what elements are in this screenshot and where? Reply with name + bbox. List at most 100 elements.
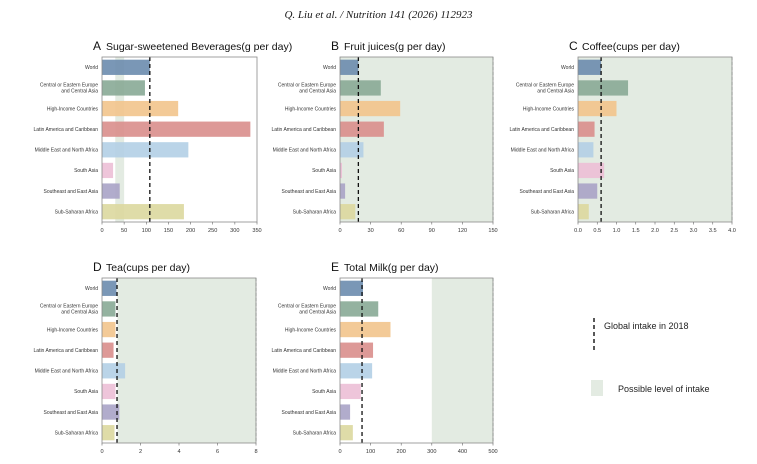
x-tick-label: 300 <box>230 228 239 234</box>
category-label-line: World <box>85 65 98 71</box>
x-tick-label: 100 <box>142 228 151 234</box>
category-label-line: High-Income Countries <box>523 106 575 112</box>
panel-title: Coffee(cups per day) <box>582 41 680 53</box>
category-label: Latin America and Caribbean <box>34 348 99 354</box>
category-label-line: Central or Eastern Europe <box>40 304 98 310</box>
bar <box>578 59 602 75</box>
x-tick-label: 0.0 <box>574 228 582 234</box>
category-label-line: and Central Asia <box>61 310 98 316</box>
category-label: Middle East and North Africa <box>35 369 99 375</box>
category-label-line: Middle East and North Africa <box>35 148 99 154</box>
category-label: South Asia <box>312 389 336 395</box>
bar <box>578 142 594 158</box>
category-label-line: Sub-Saharan Africa <box>55 209 99 215</box>
bar <box>102 363 126 379</box>
category-label: Southeast and East Asia <box>44 189 99 195</box>
category-label-line: Latin America and Caribbean <box>510 127 575 133</box>
category-label: South Asia <box>312 168 336 174</box>
category-label-line: Southeast and East Asia <box>44 410 99 416</box>
category-label: Middle East and North Africa <box>273 369 337 375</box>
x-tick-label: 350 <box>252 228 261 234</box>
x-tick-label: 4 <box>177 449 180 455</box>
category-label: Sub-Saharan Africa <box>531 209 575 215</box>
category-label: High-Income Countries <box>47 106 99 112</box>
category-label-line: and Central Asia <box>61 89 98 95</box>
bar <box>102 204 184 220</box>
bar <box>340 100 401 117</box>
x-tick-label: 120 <box>458 228 467 234</box>
category-label: Sub-Saharan Africa <box>293 430 337 436</box>
category-label: Latin America and Caribbean <box>34 127 99 133</box>
panel-title: Total Milk(g per day) <box>344 262 439 274</box>
panel-letter: C <box>569 39 578 53</box>
x-tick-label: 60 <box>398 228 404 234</box>
legend: Global intake in 2018 Possible level of … <box>591 318 710 396</box>
bar <box>102 80 145 96</box>
category-label: Latin America and Caribbean <box>510 127 575 133</box>
bar <box>102 162 114 179</box>
category-label: Central or Eastern Europe and Central Asi… <box>516 83 574 95</box>
category-label-line: High-Income Countries <box>47 106 99 112</box>
category-label: World <box>85 65 98 71</box>
bar <box>578 100 617 117</box>
category-label: World <box>85 286 98 292</box>
category-label: Southeast and East Asia <box>520 189 575 195</box>
possible-level-band <box>115 57 125 222</box>
panel-letter: D <box>93 260 102 274</box>
panel-frame <box>339 277 494 444</box>
x-tick-label: 300 <box>427 449 436 455</box>
bar <box>102 301 116 317</box>
panel-letter: B <box>331 39 339 53</box>
category-label: South Asia <box>550 168 574 174</box>
category-label-line: South Asia <box>312 168 336 174</box>
panel-d: D Tea(cups per day) World Central or Easter… <box>34 260 258 455</box>
category-label-line: Latin America and Caribbean <box>34 348 99 354</box>
x-tick-label: 0 <box>100 449 103 455</box>
x-tick-label: 8 <box>254 449 257 455</box>
category-label: Central or Eastern Europe and Central Asi… <box>278 304 336 316</box>
x-tick-label: 0 <box>100 228 103 234</box>
legend-global-intake-label: Global intake in 2018 <box>604 321 689 331</box>
category-label-line: Central or Eastern Europe <box>516 83 574 89</box>
bar <box>102 183 120 199</box>
category-label-line: Sub-Saharan Africa <box>531 209 575 215</box>
category-label-line: Middle East and North Africa <box>273 148 337 154</box>
possible-level-band <box>117 278 257 443</box>
category-label-line: Southeast and East Asia <box>44 189 99 195</box>
panel-letter: E <box>331 260 339 274</box>
category-label-line: South Asia <box>74 389 98 395</box>
category-label-line: Southeast and East Asia <box>282 189 337 195</box>
category-label-line: South Asia <box>312 389 336 395</box>
category-label-line: High-Income Countries <box>285 327 337 333</box>
x-tick-label: 0 <box>338 449 341 455</box>
x-tick-label: 1.5 <box>632 228 640 234</box>
x-tick-label: 2 <box>139 449 142 455</box>
bar <box>340 121 384 137</box>
possible-level-band <box>431 278 493 443</box>
category-label: Middle East and North Africa <box>511 148 575 154</box>
x-tick-label: 200 <box>186 228 195 234</box>
category-label: Middle East and North Africa <box>35 148 99 154</box>
bar <box>102 59 150 75</box>
bar <box>340 425 353 441</box>
bar <box>102 404 120 420</box>
bar <box>102 121 251 137</box>
category-label: Sub-Saharan Africa <box>293 209 337 215</box>
x-tick-label: 50 <box>121 228 127 234</box>
category-label: Central or Eastern Europe and Central Asi… <box>40 304 98 316</box>
x-tick-label: 2.0 <box>651 228 659 234</box>
category-label-line: World <box>323 286 336 292</box>
x-tick-label: 150 <box>164 228 173 234</box>
bar <box>102 321 116 338</box>
category-label-line: Southeast and East Asia <box>520 189 575 195</box>
bar <box>340 301 379 317</box>
bar <box>340 183 346 199</box>
panel-b: B Fruit juices(g per day) World Central or … <box>272 39 498 234</box>
category-label: South Asia <box>74 389 98 395</box>
x-tick-label: 0 <box>338 228 341 234</box>
category-label: South Asia <box>74 168 98 174</box>
category-label-line: Middle East and North Africa <box>511 148 575 154</box>
x-tick-label: 6 <box>216 449 219 455</box>
panel-title: Fruit juices(g per day) <box>344 41 446 53</box>
